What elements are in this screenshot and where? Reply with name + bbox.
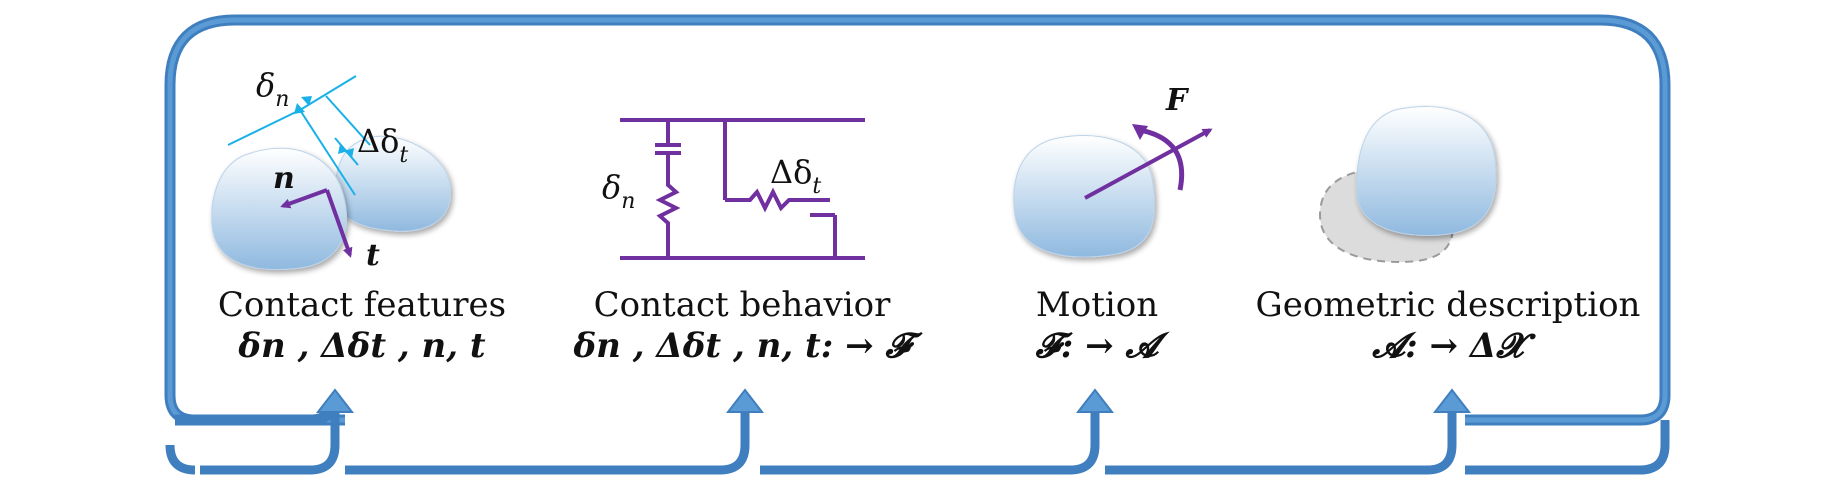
stage-formula: 𝓐: → Δ𝓧: [1372, 326, 1524, 366]
stage-title: Contact behavior: [593, 285, 891, 325]
rotation-arrow-head: [1132, 124, 1148, 140]
spring-delta-delta-t-label: Δδt: [770, 153, 821, 199]
spring-delta-n-label: δn: [602, 168, 635, 214]
up-arrow-icon: [760, 388, 1115, 475]
stage-caption-contact-behavior: Contact behavior δn , Δδt , n, t: → 𝓕: [482, 285, 1002, 367]
stage-formula: 𝓕: → 𝓐: [1035, 326, 1159, 366]
stage-title: Motion: [1035, 285, 1159, 325]
loop-arrow-icon: [164, 14, 1671, 426]
force-label: F: [1165, 83, 1190, 118]
normal-label: n: [273, 161, 295, 196]
motion-figure: F: [1013, 83, 1213, 258]
particle-geometric: [1356, 106, 1497, 236]
delta-n-label: δn: [256, 66, 289, 112]
loop-return-segment: [1465, 420, 1670, 475]
stage-formula: δn , Δδt , n, t: [238, 326, 486, 366]
stage-title: Geometric description: [1255, 285, 1641, 325]
geometric-figure: [1318, 106, 1497, 264]
particle-front: [211, 147, 347, 270]
delta-delta-t-label: Δδt: [357, 122, 408, 168]
connector-arrows: [165, 388, 1670, 475]
up-arrow-icon: [1105, 388, 1472, 475]
up-arrow-icon: [345, 388, 765, 475]
rotation-arrow-icon: [1139, 127, 1185, 191]
overlap-dimension: [227, 75, 371, 196]
stage-title: Contact features: [217, 285, 507, 325]
stage-caption-contact-features: Contact features δn , Δδt , n, t: [102, 285, 622, 367]
stage-formula: δn , Δδt , n, t: → 𝓕: [573, 326, 911, 366]
tangent-label: t: [366, 238, 380, 273]
spring-damper-icon: δn Δδt: [602, 118, 865, 260]
up-arrow-icon: [165, 388, 355, 475]
normal-vector: [280, 188, 328, 209]
stage-caption-geometric-description: Geometric description 𝓐: → Δ𝓧: [1188, 285, 1708, 367]
particle-back: [334, 135, 451, 232]
force-vector: [1084, 128, 1213, 200]
stage-caption-motion: Motion 𝓕: → 𝓐: [837, 285, 1357, 367]
tangent-vector: [325, 189, 353, 258]
up-arrow-icon-1: [175, 394, 341, 426]
contact-features-figure: δn Δδt n t: [211, 66, 451, 273]
